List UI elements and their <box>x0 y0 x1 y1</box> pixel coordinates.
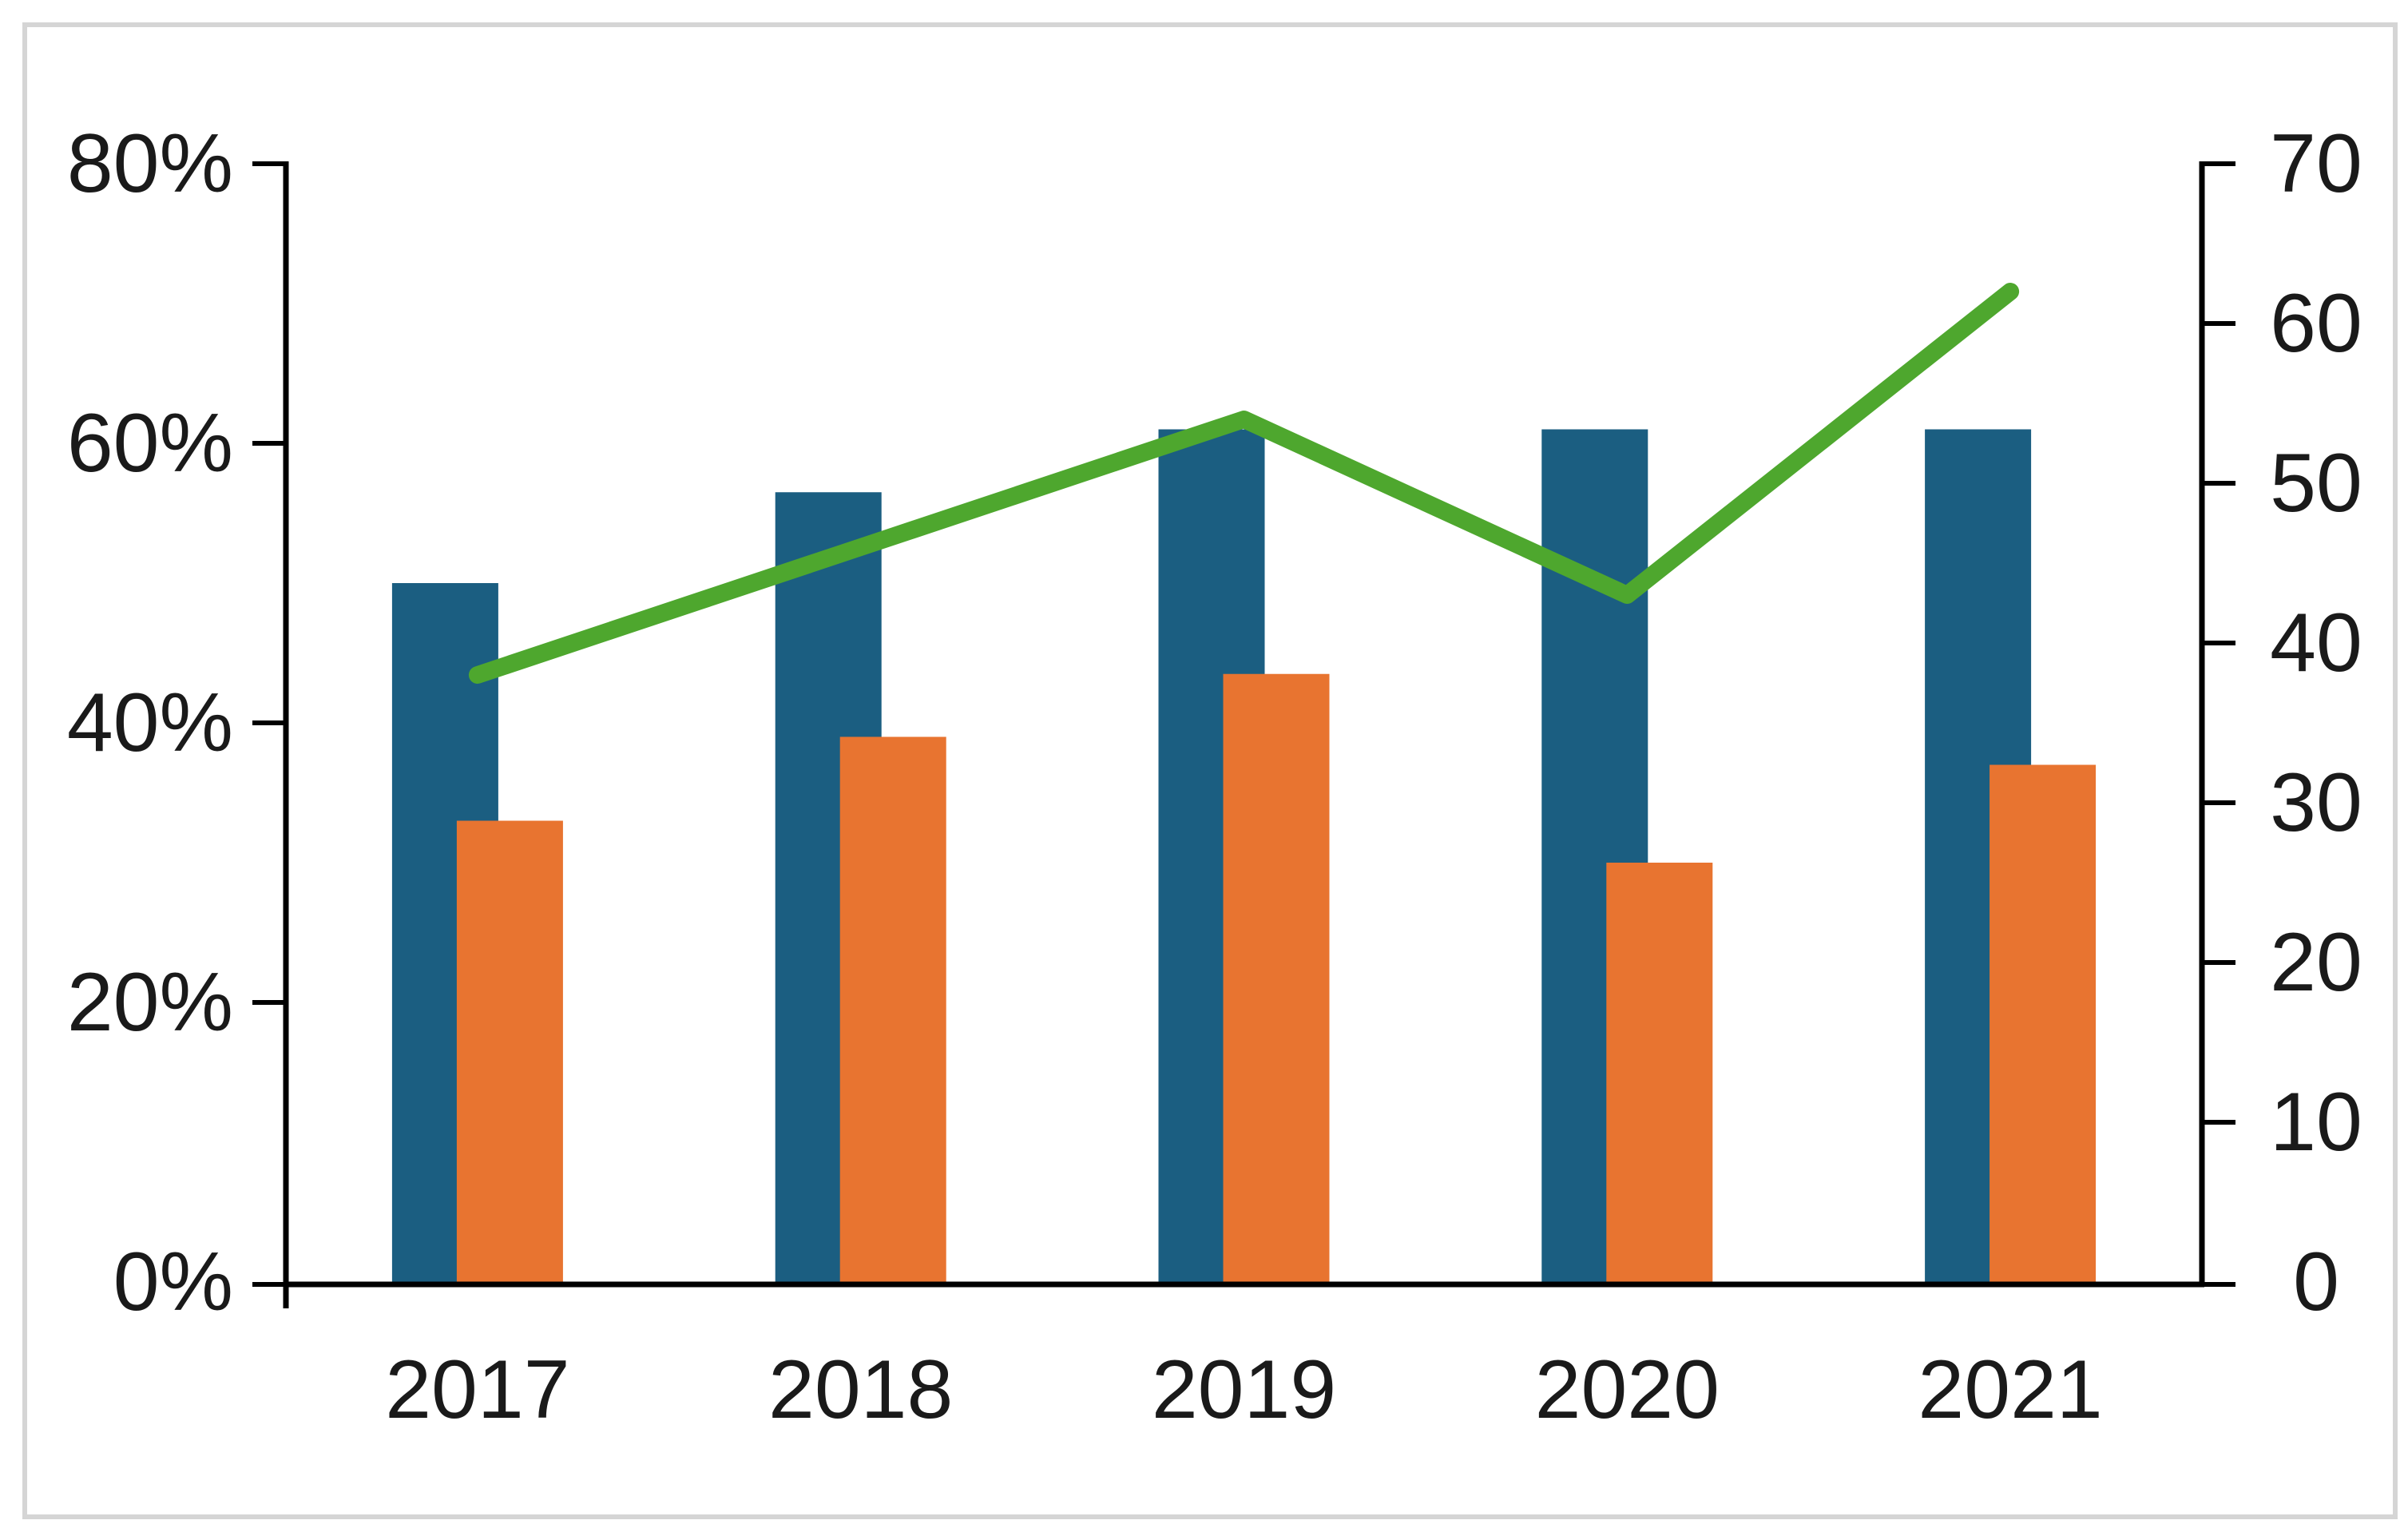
green-trend-line <box>468 283 2020 684</box>
right-axis-label-20: 20 <box>2270 916 2362 1009</box>
right-axis-label-30: 30 <box>2270 756 2362 849</box>
right-axis-label-0: 0 <box>2293 1236 2339 1328</box>
right-axis-label-10: 10 <box>2270 1076 2362 1169</box>
right-axis-label-50: 50 <box>2270 437 2362 530</box>
figure-border <box>22 22 2398 1519</box>
bar-2019-orange <box>1223 673 1330 1284</box>
x-axis-label-2020: 2020 <box>1534 1344 1720 1436</box>
right-axis-label-70: 70 <box>2270 117 2362 210</box>
bar-2017-orange <box>456 820 563 1284</box>
left-axis-label-0pct: 0% <box>113 1236 233 1328</box>
left-axis-label-20pct: 20% <box>66 956 233 1049</box>
x-axis-label-2021: 2021 <box>1918 1344 2103 1436</box>
x-axis-label-2019: 2019 <box>1151 1344 1337 1436</box>
right-axis-label-40: 40 <box>2270 597 2362 689</box>
bar-2020-orange <box>1606 863 1713 1284</box>
left-axis-label-40pct: 40% <box>66 677 233 769</box>
left-axis-label-80pct: 80% <box>66 117 233 210</box>
bar-2021-orange <box>1989 764 2097 1284</box>
x-axis-label-2018: 2018 <box>768 1344 954 1436</box>
bar-2018-orange <box>839 736 946 1284</box>
x-axis-label-2017: 2017 <box>385 1344 570 1436</box>
left-axis-label-60pct: 60% <box>66 397 233 490</box>
right-axis-label-60: 60 <box>2270 277 2362 370</box>
